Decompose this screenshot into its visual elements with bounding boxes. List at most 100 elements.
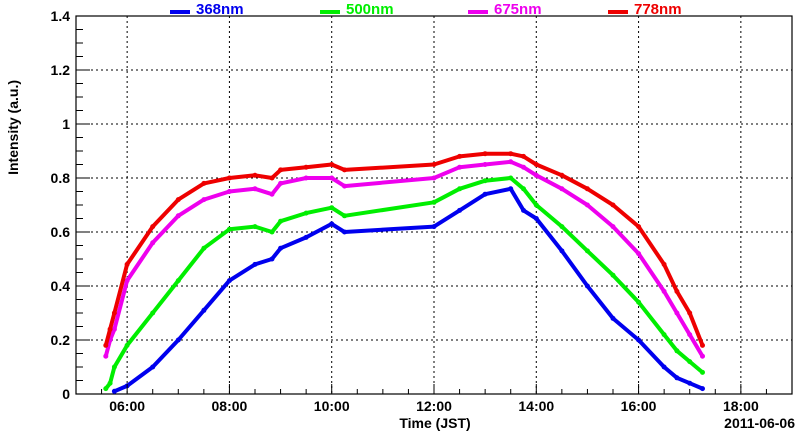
data-point — [303, 175, 309, 181]
data-point — [226, 175, 232, 181]
x-tick-label: 14:00 — [518, 398, 554, 414]
series-line — [103, 151, 705, 347]
y-tick-label: 0.8 — [51, 170, 71, 186]
data-point — [103, 386, 109, 392]
data-point — [521, 164, 526, 170]
data-point — [150, 310, 156, 316]
axes: 06:00 08:00 10:00 12:00 14:00 16:00 18:00 0 0.2 0… — [51, 8, 793, 414]
data-point — [610, 272, 616, 278]
data-point — [226, 226, 232, 232]
data-point — [329, 205, 335, 211]
data-point — [278, 180, 284, 186]
data-point — [252, 186, 258, 192]
data-point — [201, 197, 207, 203]
x-tick-label: 16:00 — [621, 398, 657, 414]
data-point — [559, 248, 565, 254]
data-point — [636, 299, 642, 305]
data-series — [103, 151, 705, 394]
data-point — [610, 202, 616, 208]
data-point — [124, 261, 130, 267]
data-point — [700, 369, 705, 375]
data-point — [508, 186, 514, 192]
data-point — [111, 310, 117, 316]
data-point — [521, 207, 526, 213]
data-point — [700, 353, 705, 359]
data-point — [687, 310, 693, 316]
data-point — [508, 151, 514, 157]
data-point — [124, 342, 130, 348]
data-point — [150, 224, 156, 230]
data-point — [342, 213, 347, 219]
grid — [76, 16, 792, 394]
data-point — [431, 199, 437, 205]
data-point — [661, 332, 667, 338]
data-point — [329, 162, 335, 167]
data-point — [700, 386, 705, 392]
data-point — [107, 380, 113, 386]
data-point — [700, 342, 705, 348]
legend-label: 368nm — [196, 1, 244, 18]
data-point — [661, 364, 667, 370]
data-point — [687, 332, 693, 338]
data-point — [111, 364, 117, 370]
data-point — [661, 261, 667, 267]
series-line — [104, 176, 704, 390]
legend-label: 778nm — [634, 1, 682, 18]
data-point — [329, 221, 335, 227]
data-point — [533, 216, 539, 221]
data-point — [201, 180, 207, 186]
data-point — [636, 251, 642, 257]
data-point — [457, 153, 463, 159]
x-tick-label: 18:00 — [723, 398, 759, 414]
data-point — [278, 245, 284, 251]
data-point — [175, 337, 181, 343]
x-tick-label: 06:00 — [109, 398, 145, 414]
data-point — [636, 224, 642, 230]
data-point — [482, 151, 488, 157]
series-778nm — [103, 151, 705, 348]
data-point — [111, 326, 117, 332]
series-675nm — [103, 159, 705, 359]
date-label: 2011-06-06 — [724, 415, 795, 431]
data-point — [661, 288, 667, 294]
data-point — [674, 348, 680, 354]
data-point — [303, 234, 309, 240]
data-point — [674, 375, 680, 381]
data-point — [533, 202, 539, 208]
y-axis-title: Intensity (a.u.) — [5, 80, 21, 175]
data-point — [482, 162, 488, 167]
data-point — [226, 278, 232, 284]
x-tick-label: 10:00 — [314, 398, 350, 414]
data-point — [111, 388, 117, 394]
data-point — [674, 310, 680, 316]
data-point — [610, 315, 616, 321]
data-point — [175, 278, 181, 284]
data-point — [457, 186, 463, 192]
data-point — [559, 172, 565, 178]
y-tick-label: 1.2 — [51, 62, 71, 78]
data-point — [303, 210, 309, 216]
data-point — [559, 186, 565, 192]
data-point — [342, 229, 347, 235]
x-axis-title: Time (JST) — [399, 415, 470, 431]
data-point — [226, 189, 232, 194]
data-point — [584, 186, 590, 192]
data-point — [175, 197, 181, 203]
data-point — [278, 218, 284, 224]
data-point — [482, 178, 488, 184]
y-tick-label: 0 — [62, 386, 70, 402]
data-point — [150, 364, 156, 370]
legend: 368nm 500nm 675nm 778nm — [170, 1, 682, 18]
data-point — [342, 183, 347, 189]
y-tick-label: 1 — [62, 116, 70, 132]
data-point — [584, 248, 590, 254]
data-point — [107, 326, 113, 332]
data-point — [674, 288, 680, 294]
series-500nm — [103, 175, 705, 392]
data-point — [431, 224, 437, 230]
data-point — [636, 337, 642, 343]
y-tick-label: 0.4 — [51, 278, 71, 294]
data-point — [252, 261, 258, 267]
data-point — [278, 167, 284, 173]
series-368nm — [111, 186, 705, 394]
